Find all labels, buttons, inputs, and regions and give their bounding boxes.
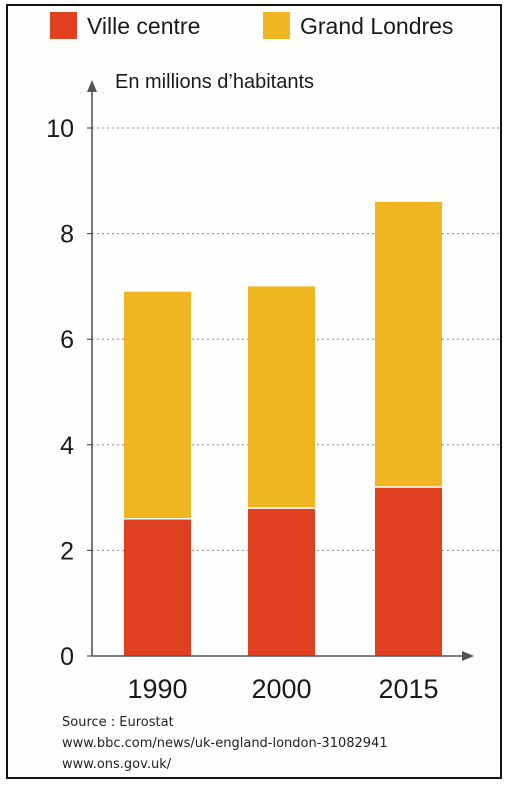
legend-swatch-1 bbox=[50, 12, 77, 39]
bars bbox=[124, 201, 442, 656]
source-block: Source : Eurostat www.bbc.com/news/uk-en… bbox=[62, 712, 388, 775]
source-label: Source : Eurostat bbox=[62, 715, 174, 730]
x-tick-label-1990: 1990 bbox=[127, 674, 187, 704]
source-url-1: www.bbc.com/news/uk-england-london-31082… bbox=[62, 736, 388, 751]
bar-2015-1 bbox=[375, 487, 442, 656]
legend-label-1: Ville centre bbox=[87, 13, 200, 39]
x-tick-label-2000: 2000 bbox=[251, 674, 311, 704]
bar-2000-1 bbox=[248, 508, 315, 656]
y-axis-label: En millions d’habitants bbox=[115, 71, 314, 93]
bar-2000-2 bbox=[248, 286, 315, 509]
legend-swatch-2 bbox=[263, 12, 290, 39]
x-ticks: 1990 2000 2015 bbox=[127, 674, 438, 704]
y-axis-arrow bbox=[87, 80, 97, 92]
axes bbox=[87, 80, 474, 661]
y-ticks: 0 2 4 6 8 10 bbox=[46, 115, 92, 671]
y-tick-label-6: 6 bbox=[60, 326, 74, 354]
bar-1990-2 bbox=[124, 291, 191, 519]
bar-2015-2 bbox=[375, 201, 442, 488]
y-tick-label-0: 0 bbox=[60, 643, 74, 671]
x-tick-label-2015: 2015 bbox=[378, 674, 438, 704]
legend: Ville centre Grand Londres bbox=[50, 12, 453, 39]
y-tick-label-10: 10 bbox=[46, 115, 74, 143]
source-url-2: www.ons.gov.uk/ bbox=[62, 757, 172, 772]
legend-label-2: Grand Londres bbox=[300, 13, 453, 39]
y-tick-label-2: 2 bbox=[60, 537, 74, 565]
bar-1990-1 bbox=[124, 518, 191, 656]
y-tick-label-4: 4 bbox=[60, 432, 74, 460]
x-axis-arrow bbox=[462, 651, 474, 661]
y-tick-label-8: 8 bbox=[60, 221, 74, 249]
